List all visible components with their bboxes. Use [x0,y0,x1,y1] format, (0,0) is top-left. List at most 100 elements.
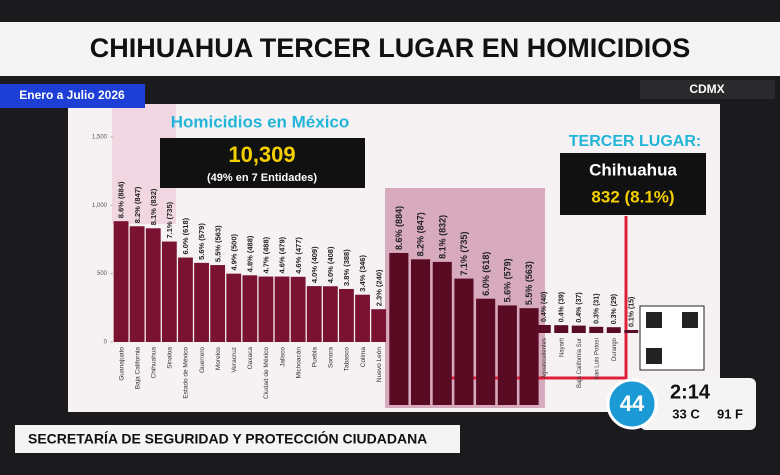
value-label: 4.0% (408) [326,246,335,283]
bar [389,252,409,405]
x-tick-label: Guerrero [199,347,206,373]
value-label: 7.1% (735) [165,201,174,238]
rank-box [560,153,706,215]
bar [606,327,621,333]
period: Enero a Julio 2026 [19,88,125,102]
value-label: 5.5% (563) [524,261,534,305]
x-tick-label: Jalisco [279,347,286,367]
bar [355,294,370,342]
time: 2:14 [670,381,711,403]
qr-corner [646,348,662,364]
x-tick-label: Colima [360,347,367,368]
clock-box [640,378,756,430]
value-label: 0.4% (39) [559,292,566,322]
temp-f: 91 F [717,406,743,421]
y-tick-label: 1,500 [92,135,108,141]
value-label: 3.8% (388) [342,249,351,286]
bar [242,275,258,342]
location: CDMX [689,82,724,96]
bar [258,276,274,342]
x-tick-label: Oaxaca [247,347,254,370]
x-tick-label: San Luis Potosí [594,338,600,380]
bar [129,226,145,342]
y-tick-label: 0 [104,340,108,346]
value-label: 0.4% (37) [576,292,583,322]
rank-heading: TERCER LUGAR: [569,133,701,150]
value-label: 3.4% (346) [358,255,367,292]
value-label: 4.9% (500) [229,233,238,270]
x-tick-label: Nuevo León [376,347,383,382]
bar [161,241,177,342]
rank-state: Chihuahua [589,160,677,179]
value-label: 7.1% (735) [459,232,469,276]
bar [624,330,639,333]
bar [145,228,161,342]
x-tick-label: Guanajuato [118,347,125,381]
value-label: 0.4% (40) [541,292,548,322]
bar [306,286,322,342]
value-label: 4.6% (479) [278,236,287,273]
bar [536,325,551,333]
qr-corner [682,312,698,328]
value-label: 6.0% (618) [481,252,491,296]
bar [226,273,242,342]
bar [178,257,193,342]
x-tick-label: Durango [612,337,618,361]
x-tick-label: Nayarit [559,338,565,357]
total-box [160,138,365,188]
x-tick-label: Sinaloa [167,347,174,369]
bar [322,286,338,342]
value-label: 0.3% (31) [594,293,601,323]
bar [432,261,452,405]
footer-box [15,425,460,453]
x-tick-label: Morelos [215,346,222,370]
bar [519,308,539,405]
value-label: 5.6% (579) [503,258,513,302]
total: 10,309 [228,142,295,167]
bar [274,276,290,342]
value-label: 8.2% (847) [133,186,142,223]
source: SECRETARÍA DE SEGURIDAD Y PROTECCIÓN CIU… [28,430,427,447]
value-label: 4.8% (488) [245,235,254,272]
rank-value: 832 (8.1%) [591,187,674,206]
bar [194,262,209,342]
x-tick-label: Puebla [312,347,319,368]
charts: 0 500 1,000 1,500 8.6% (884) Guanajuato 8.2% (… [92,135,639,405]
bar [210,265,226,342]
bar [476,298,496,405]
x-tick-label: Sonora [328,347,335,368]
qr-corner [646,312,662,328]
bar [411,259,431,405]
temp-c: 33 C [672,406,700,421]
value-label: 5.5% (563) [213,225,222,262]
value-label: 8.6% (884) [394,206,404,250]
value-label: 0.1% (15) [629,297,636,327]
y-tick-label: 500 [97,271,108,277]
value-label: 8.6% (884) [117,181,126,218]
value-label: 6.0% (618) [181,217,190,254]
x-tick-label: Michoacán [295,347,302,379]
title: CHIHUAHUA TERCER LUGAR EN HOMICIDIOS [90,33,691,63]
channel: 44 [620,391,645,416]
bar [554,325,569,333]
x-tick-label: Baja California Sur [577,338,583,388]
title-banner [0,22,780,76]
value-label: 0.3% (29) [611,294,618,324]
x-tick-label: Estado de México [183,347,190,399]
y-tick-label: 1,000 [92,203,108,209]
bar [454,278,474,405]
value-label: 4.7% (488) [262,236,271,273]
bar [290,276,306,342]
bar [497,305,517,405]
x-tick-label: Veracruz [231,347,238,373]
channel-logo [606,378,658,430]
value-label: 4.6% (477) [294,237,303,274]
value-label: 8.1% (832) [149,188,158,225]
x-tick-label: Tabasco [344,347,351,372]
value-label: 2.3% (240) [374,269,383,306]
x-tick-label: Ciudad de México [263,347,270,399]
total-note: (49% en 7 Entidades) [207,172,317,184]
bar [371,309,387,342]
